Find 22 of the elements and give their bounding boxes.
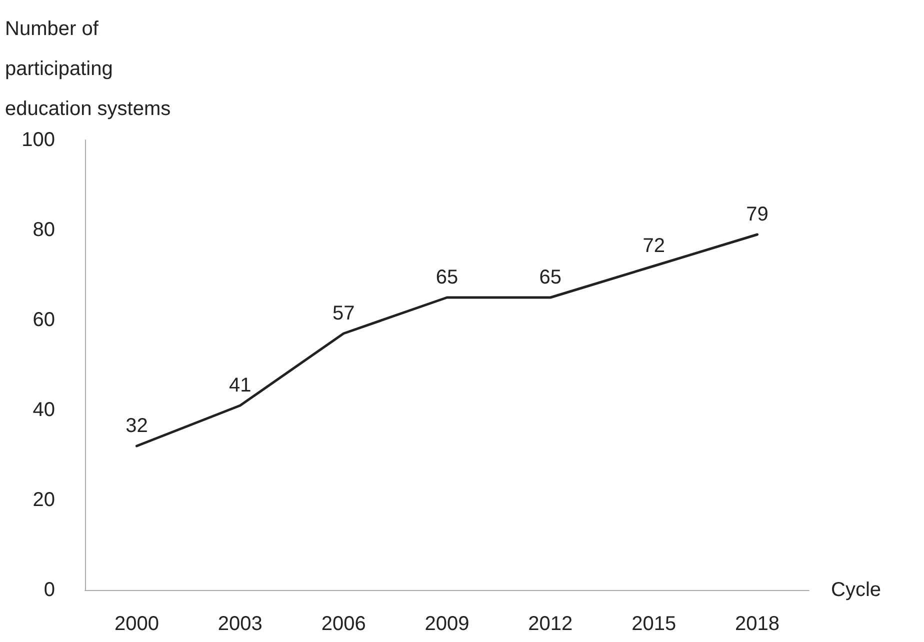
- data-label: 72: [642, 235, 665, 257]
- y-tick-label: 60: [32, 309, 55, 331]
- y-tick-label: 20: [32, 489, 55, 511]
- data-label: 79: [746, 204, 768, 226]
- x-tick-label: 2009: [424, 613, 470, 635]
- data-label: 65: [436, 266, 458, 288]
- y-axis-title: Number of participating education systems: [5, 18, 171, 120]
- x-tick-label: 2012: [528, 613, 573, 635]
- x-tick-label: 2003: [218, 613, 262, 635]
- data-label: 41: [229, 374, 252, 396]
- data-label: 65: [539, 266, 562, 288]
- y-tick-label: 0: [44, 579, 55, 601]
- y-tick-label: 100: [22, 129, 55, 151]
- data-label: 32: [126, 415, 148, 437]
- x-tick-label: 2015: [632, 613, 676, 635]
- data-label: 57: [332, 302, 355, 324]
- x-tick-label: 2000: [114, 613, 159, 635]
- y-tick-label: 40: [32, 399, 55, 421]
- y-tick-label: 80: [32, 219, 55, 241]
- x-axis-title: Cycle: [831, 579, 882, 601]
- x-tick-label: 2006: [321, 613, 366, 635]
- x-tick-label: 2018: [735, 613, 780, 635]
